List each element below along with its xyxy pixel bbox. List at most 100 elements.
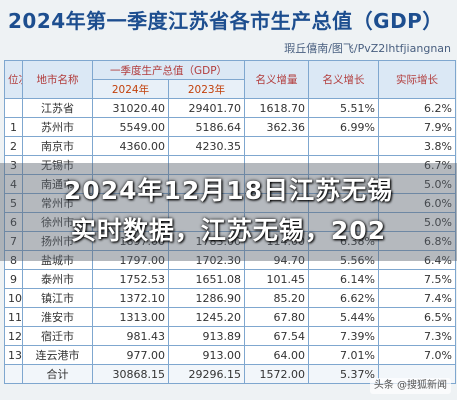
gdp-2023-cell: 1245.20 xyxy=(168,307,245,327)
gdp-2024-cell: 4360.00 xyxy=(92,136,169,156)
table-row: 13 连云港市 977.00 913.00 64.00 7.01% 7.0% xyxy=(4,345,456,365)
gdp-2023-cell: 29296.15 xyxy=(168,364,245,384)
gdp-2024-cell: 5549.00 xyxy=(92,117,169,137)
table-subheader-row: 2024年 2023年 xyxy=(5,79,456,99)
nominal-growth-cell: 6.14% xyxy=(308,269,379,289)
gdp-2024-cell: 1372.10 xyxy=(92,288,169,308)
city-cell: 泰州市 xyxy=(22,269,93,289)
real-growth-cell: 7.0% xyxy=(378,345,456,365)
header-city: 地市名称 xyxy=(22,60,93,99)
header-nominal-increase: 名义增量 xyxy=(244,60,309,99)
nominal-growth-cell: 6.99% xyxy=(308,117,379,137)
real-growth-cell: 3.8% xyxy=(378,136,456,156)
real-growth-cell: 7.4% xyxy=(378,288,456,308)
table-total-row: 合计 30868.15 29296.15 1572.00 5.37% xyxy=(4,364,456,384)
nominal-growth-cell: 6.62% xyxy=(308,288,379,308)
nominal-growth-cell: 5.44% xyxy=(308,307,379,327)
table-row: 9 泰州市 1752.53 1651.08 101.45 6.14% 7.5% xyxy=(4,269,456,289)
headline-line-1: 2024年12月18日江苏无锡 xyxy=(63,176,394,205)
city-cell: 宿迁市 xyxy=(22,326,93,346)
rank-cell: 9 xyxy=(4,269,23,289)
city-cell: 苏州市 xyxy=(22,117,93,137)
nominal-increase-cell: 362.36 xyxy=(244,117,309,137)
nominal-growth-cell: 6.38% xyxy=(308,231,379,251)
rank-cell: 1 xyxy=(4,117,23,137)
gdp-2023-cell: 1286.90 xyxy=(168,288,245,308)
city-cell: 镇江市 xyxy=(22,288,93,308)
real-growth-cell: 6.0% xyxy=(378,193,456,213)
gdp-2024-cell: 1313.00 xyxy=(92,307,169,327)
nominal-growth-cell: 5.51% xyxy=(308,98,379,118)
table-row: 2 南京市 4360.00 4230.35 3.8% xyxy=(4,136,456,156)
rank-cell: 13 xyxy=(4,345,23,365)
gdp-2023-cell: 913.89 xyxy=(168,326,245,346)
nominal-increase-cell: 1572.00 xyxy=(244,364,309,384)
nominal-growth-cell: 7.01% xyxy=(308,345,379,365)
table-row: 4 南通市 5.0% xyxy=(4,174,456,194)
city-cell: 南京市 xyxy=(22,136,93,156)
table-row: 10 镇江市 1372.10 1286.90 85.20 6.62% 7.4% xyxy=(4,288,456,308)
nominal-growth-cell xyxy=(308,136,379,156)
header-rank: 位次 xyxy=(4,60,23,99)
city-cell: 连云港市 xyxy=(22,345,93,365)
nominal-increase-cell: 114.00 xyxy=(244,231,309,251)
gdp-2024-cell: 31020.40 xyxy=(92,98,169,118)
nominal-increase-cell: 64.00 xyxy=(244,345,309,365)
header-nominal-growth: 名义增长 xyxy=(308,60,379,99)
real-growth-cell: 5.0% xyxy=(378,212,456,232)
headline-banner: 2024年12月18日江苏无锡 实时数据，江苏无锡，202 xyxy=(0,163,457,261)
rank-cell: 11 xyxy=(4,307,23,327)
document-credit: 瑕丘僖南/图飞/PvZ2lhtfjiangnan xyxy=(284,42,451,55)
real-growth-cell: 7.3% xyxy=(378,326,456,346)
nominal-growth-cell: 7.39% xyxy=(308,326,379,346)
rank-cell xyxy=(4,98,23,118)
gdp-2023-cell: 4230.35 xyxy=(168,136,245,156)
gdp-2023-cell: 5186.64 xyxy=(168,117,245,137)
table-row: 6 徐州市 5.0% xyxy=(4,212,456,232)
header-gdp: 一季度生产总值（GDP） xyxy=(92,60,245,80)
city-cell: 无锡市 xyxy=(22,155,93,175)
nominal-increase-cell: 67.54 xyxy=(244,326,309,346)
real-growth-cell: 5.0% xyxy=(378,174,456,194)
rank-cell: 2 xyxy=(4,136,23,156)
table-row: 3 无锡市 6.7% xyxy=(4,155,456,175)
source-watermark: 头条 @搜狐新闻 xyxy=(369,378,451,394)
table-row: 11 淮安市 1313.00 1245.20 67.80 5.44% 6.5% xyxy=(4,307,456,327)
headline-line-2: 实时数据，江苏无锡，202 xyxy=(70,216,387,245)
gdp-2023-cell: 1783.00 xyxy=(168,231,245,251)
city-cell: 江苏省 xyxy=(22,98,93,118)
gdp-2023-cell: 1702.30 xyxy=(168,250,245,270)
document-title: 2024年第一季度江苏省各市生产总值（GDP） xyxy=(8,9,443,33)
nominal-increase-cell: 67.80 xyxy=(244,307,309,327)
nominal-increase-cell xyxy=(244,136,309,156)
city-cell: 扬州市 xyxy=(22,231,93,251)
rank-cell: 12 xyxy=(4,326,23,346)
city-cell: 合计 xyxy=(22,364,93,384)
rank-cell: 10 xyxy=(4,288,23,308)
gdp-2024-cell: 30868.15 xyxy=(92,364,169,384)
gdp-2023-cell: 29401.70 xyxy=(168,98,245,118)
table-row: 8 盐城市 1797.00 1702.30 94.70 5.56% 6.4% xyxy=(4,250,456,270)
nominal-increase-cell: 101.45 xyxy=(244,269,309,289)
table-row: 1 苏州市 5549.00 5186.64 362.36 6.99% 7.9% xyxy=(4,117,456,137)
table-row: 江苏省 31020.40 29401.70 1618.70 5.51% 6.2% xyxy=(4,98,456,118)
header-2024: 2024年 xyxy=(92,79,169,99)
real-growth-cell: 6.5% xyxy=(378,307,456,327)
table-row: 12 宿迁市 981.43 913.89 67.54 7.39% 7.3% xyxy=(4,326,456,346)
nominal-growth-cell: 5.37% xyxy=(308,364,379,384)
table-row: 5 常州市 6.0% xyxy=(4,193,456,213)
gdp-table: 位次 地市名称 一季度生产总值（GDP） 名义增量 名义增长 实际增长 2024… xyxy=(4,60,456,384)
gdp-2024-cell: 981.43 xyxy=(92,326,169,346)
gdp-2023-cell: 913.00 xyxy=(168,345,245,365)
gdp-2023-cell: 1651.08 xyxy=(168,269,245,289)
nominal-increase-cell: 85.20 xyxy=(244,288,309,308)
real-growth-cell: 7.5% xyxy=(378,269,456,289)
header-real-growth: 实际增长 xyxy=(378,60,456,99)
gdp-2024-cell: 1752.53 xyxy=(92,269,169,289)
header-2023: 2023年 xyxy=(168,79,245,99)
nominal-increase-cell: 1618.70 xyxy=(244,98,309,118)
table-header-row: 位次 地市名称 一季度生产总值（GDP） 名义增量 名义增长 实际增长 xyxy=(4,60,456,99)
real-growth-cell: 7.9% xyxy=(378,117,456,137)
rank-cell xyxy=(4,364,23,384)
